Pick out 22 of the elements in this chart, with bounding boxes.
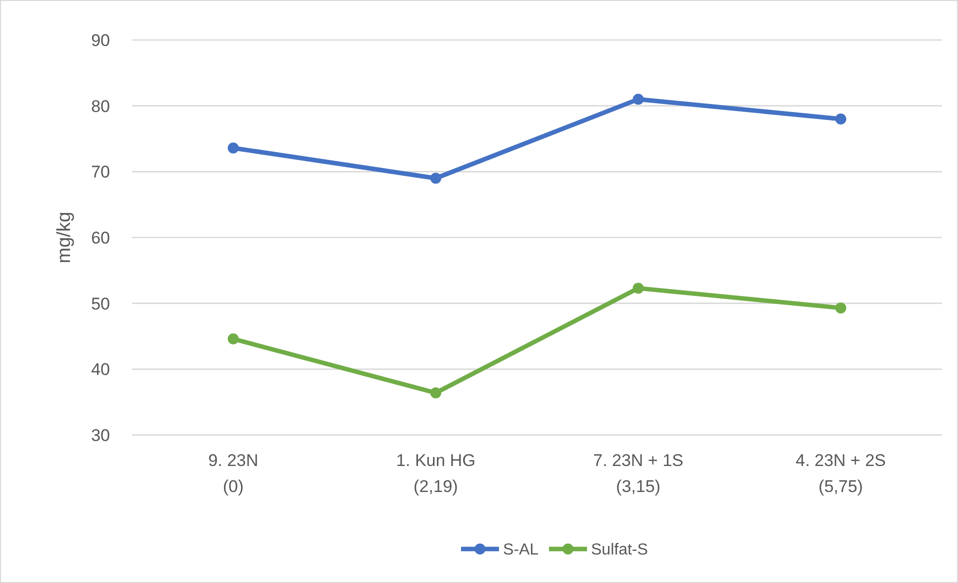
point	[228, 142, 239, 154]
y-tick-label: 60	[91, 228, 110, 248]
point	[835, 302, 846, 314]
y-tick-label: 80	[91, 96, 110, 116]
x-tick-label: 9. 23N (0)	[208, 451, 258, 496]
x-tick-label: 1. Kun HG (2,19)	[396, 451, 476, 496]
point	[632, 94, 644, 105]
point	[430, 387, 442, 398]
y-tick-label: 40	[91, 360, 110, 380]
x-tick-label: 7. 23N + 1S (3,15)	[593, 451, 684, 496]
y-tick-label: 90	[91, 30, 110, 50]
legend-label: Sulfat-S	[591, 542, 648, 559]
point	[430, 172, 442, 184]
y-tick-label: 70	[91, 162, 110, 182]
y-tick-label: 30	[91, 426, 110, 445]
point	[835, 114, 846, 124]
y-axis-title: mg/kg	[54, 212, 75, 264]
x-tick-label: 4. 23N + 2S (5,75)	[796, 451, 886, 496]
point	[632, 282, 644, 294]
y-tick-label: 50	[91, 294, 110, 314]
legend-label: S-AL	[503, 542, 539, 559]
point	[228, 333, 239, 344]
